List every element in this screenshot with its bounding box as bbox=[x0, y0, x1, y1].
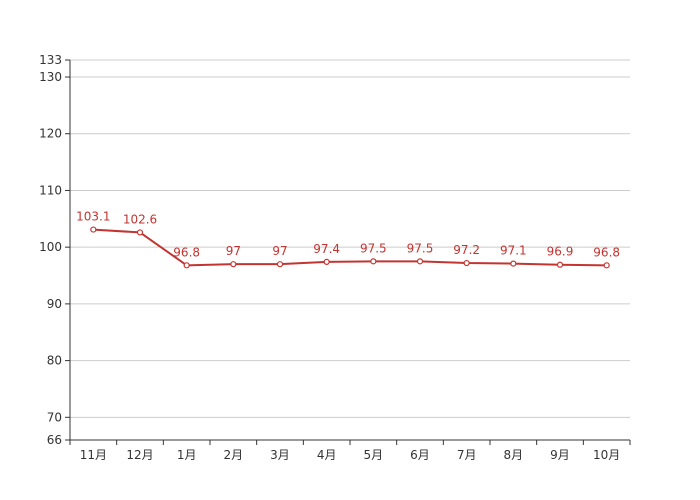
x-tick-label: 6月 bbox=[410, 448, 430, 462]
x-tick-label: 8月 bbox=[504, 448, 524, 462]
y-tick-label: 90 bbox=[47, 297, 62, 311]
data-point[interactable] bbox=[463, 259, 470, 267]
x-tick-label: 10月 bbox=[593, 448, 620, 462]
data-labels: 103.1 102.6 96.8 97 97 97.4 97.5 97.5 97.2 97.1 96… bbox=[76, 210, 620, 260]
data-label: 96.8 bbox=[173, 245, 200, 259]
data-label: 96.9 bbox=[547, 245, 574, 259]
data-label: 97.5 bbox=[360, 241, 387, 255]
data-label: 97.4 bbox=[313, 242, 340, 256]
grid-lines bbox=[70, 59, 630, 418]
y-tick-label: 110 bbox=[39, 183, 62, 197]
data-point[interactable] bbox=[370, 258, 377, 265]
data-point[interactable] bbox=[603, 262, 610, 269]
x-tick-label: 9月 bbox=[550, 448, 570, 462]
data-label: 96.8 bbox=[593, 245, 620, 259]
x-tick-label: 4月 bbox=[317, 448, 337, 462]
data-point[interactable] bbox=[136, 229, 144, 236]
y-tick-label: 120 bbox=[39, 127, 62, 141]
data-label: 102.6 bbox=[123, 212, 157, 226]
data-label: 103.1 bbox=[76, 210, 110, 224]
data-label: 97 bbox=[272, 244, 287, 258]
x-tick-label: 7月 bbox=[457, 448, 477, 462]
y-axis-ticks: 66 70 80 90 100 110 120 130 133 bbox=[39, 53, 70, 447]
data-point[interactable] bbox=[230, 261, 237, 268]
data-point[interactable] bbox=[183, 262, 190, 269]
data-point[interactable] bbox=[90, 226, 97, 233]
data-label: 97 bbox=[226, 244, 241, 258]
x-tick-label: 5月 bbox=[364, 448, 384, 462]
series bbox=[90, 226, 610, 269]
y-tick-label: 66 bbox=[47, 433, 62, 447]
x-tick-label: 2月 bbox=[224, 448, 244, 462]
data-point[interactable] bbox=[323, 258, 330, 266]
data-point[interactable] bbox=[276, 261, 284, 268]
data-point[interactable] bbox=[416, 258, 424, 265]
data-label: 97.5 bbox=[407, 241, 434, 255]
series-line bbox=[93, 228, 607, 267]
x-tick-label: 3月 bbox=[270, 448, 290, 462]
y-tick-label: 133 bbox=[39, 53, 62, 67]
y-tick-label: 100 bbox=[39, 240, 62, 254]
data-point[interactable] bbox=[556, 261, 564, 268]
x-tick-label: 12月 bbox=[126, 448, 153, 462]
data-label: 97.1 bbox=[500, 244, 527, 258]
y-tick-label: 80 bbox=[47, 354, 62, 368]
y-tick-label: 130 bbox=[39, 70, 62, 84]
x-tick-label: 1月 bbox=[177, 448, 197, 462]
x-tick-label: 11月 bbox=[80, 448, 107, 462]
data-label: 97.2 bbox=[453, 243, 480, 257]
y-tick-label: 70 bbox=[47, 410, 62, 424]
x-axis-ticks: 11月 12月 1月 2月 3月 4月 5月 6月 7月 8月 9月 10月 bbox=[69, 440, 631, 462]
data-point[interactable] bbox=[510, 260, 517, 267]
